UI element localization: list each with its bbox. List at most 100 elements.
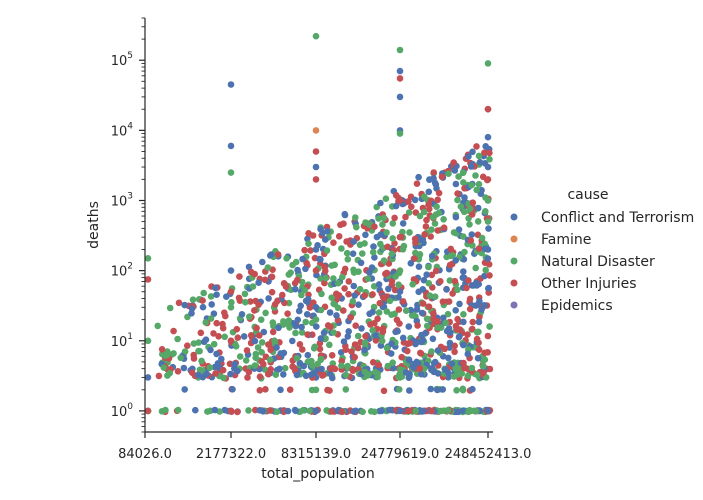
scatter-point [344,333,352,340]
scatter-point [299,255,306,263]
scatter-point [267,366,275,373]
scatter-point [435,209,443,217]
scatter-point [144,337,152,345]
scatter-point [460,341,467,349]
scatter-point [251,307,258,314]
scatter-point [345,290,352,298]
scatter-point [383,229,390,236]
scatter-point [327,323,334,331]
scatter-point [460,179,467,186]
scatter-point [481,356,489,364]
scatter-point [258,349,266,356]
scatter-point [422,223,430,230]
scatter-point [385,285,392,293]
scatter-point [430,310,437,318]
x-axis-label: total_population [261,466,375,482]
scatter-point [322,274,330,282]
scatter-point [227,81,235,88]
scatter-point [271,301,279,308]
scatter-point [413,306,421,313]
scatter-point [261,276,269,284]
scatter-point [404,347,411,355]
scatter-point [280,318,287,325]
scatter-point [284,407,292,415]
scatter-point [347,314,355,321]
scatter-point [251,337,259,345]
scatter-point [452,307,460,314]
scatter-point [409,281,417,288]
scatter-point [184,342,191,350]
scatter-point [320,329,328,337]
scatter-point [386,297,394,305]
legend-marker [510,235,518,243]
scatter-point [294,266,301,274]
scatter-point [227,304,235,311]
scatter-point [206,364,214,372]
scatter-point [327,365,335,372]
scatter-point [420,208,428,216]
scatter-point [445,354,452,362]
scatter-point [275,324,282,332]
scatter-point [312,316,320,323]
scatter-point [423,322,431,330]
scatter-point [461,208,468,216]
scatter-point [423,315,431,323]
x-tick-label: 2177322.0 [196,447,266,462]
x-tick-label: 248452413.0 [445,447,532,462]
scatter-point [456,333,463,340]
scatter-point [273,408,281,416]
scatter-point [468,181,475,189]
scatter-point [199,303,207,311]
scatter-point [340,307,347,314]
scatter-point [402,213,409,221]
scatter-point [469,199,477,206]
scatter-point [418,309,426,317]
scatter-point [303,259,310,267]
scatter-point [388,250,396,258]
scatter-point [219,366,227,374]
scatter-point [246,313,253,321]
scatter-point [362,332,369,340]
scatter-point [425,280,433,287]
scatter-point [392,273,399,280]
scatter-point [307,371,315,379]
y-tick-exponent: 5 [127,51,133,61]
scatter-point [322,236,329,243]
scatter-point [384,362,392,370]
scatter-point [456,300,463,308]
scatter-point [317,225,324,233]
scatter-point [356,285,364,293]
scatter-point [349,365,356,373]
scatter-point [406,371,413,378]
scatter-point [286,386,294,394]
scatter-point [195,339,202,346]
scatter-point [469,318,477,326]
scatter-point [271,337,278,345]
scatter-point [233,325,241,333]
scatter-point [375,309,383,316]
scatter-point [306,407,314,415]
scatter-point [428,348,435,355]
scatter-point [441,345,449,353]
scatter-point [227,370,234,378]
scatter-point [484,105,492,113]
scatter-point [312,163,320,171]
scatter-point [354,344,362,352]
scatter-point [396,233,404,241]
scatter-point [243,347,251,354]
scatter-point [342,386,350,393]
scatter-point [431,220,439,227]
scatter-point [392,202,400,210]
scatter-point [299,346,306,353]
scatter-point [465,153,472,160]
scatter-point [337,221,344,229]
scatter-point [344,255,352,263]
scatter-point [412,239,419,246]
scatter-point [312,32,320,40]
scatter-point [469,242,476,249]
scatter-point [298,323,305,331]
scatter-point [307,247,314,254]
legend-marker [510,257,518,265]
scatter-point [251,270,258,278]
scatter-point [428,252,436,260]
